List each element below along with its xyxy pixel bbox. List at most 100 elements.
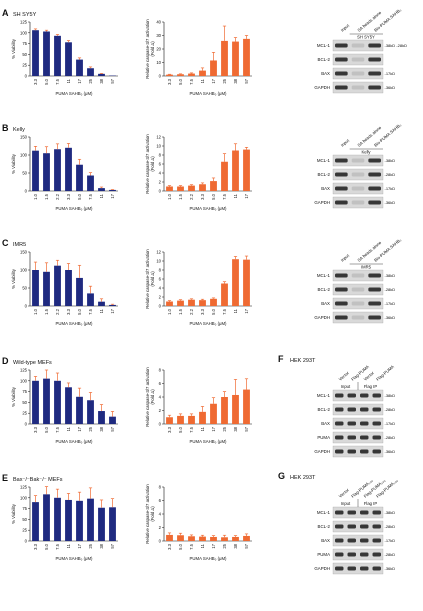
bar	[210, 536, 217, 541]
x-tick-label: 3.3	[167, 543, 172, 549]
blot-row-label: BAX	[321, 186, 330, 191]
y-axis-label: % Viability	[11, 386, 16, 407]
western-blot: MCL-1 -38kD BCL-2 -28kD BAX -17kD GAPDH -36kD In…	[314, 237, 402, 324]
x-tick-label: 1.0	[33, 193, 38, 199]
group-label: Input	[341, 384, 351, 389]
blot-row-label: GAPDH	[314, 85, 330, 90]
blot-strip	[332, 196, 384, 209]
bar	[43, 31, 50, 77]
lane-label: Input	[340, 137, 351, 147]
bar	[166, 534, 173, 541]
blot-band	[335, 421, 344, 426]
bar	[210, 403, 217, 424]
x-tick-label: 5.0	[44, 78, 49, 84]
x-tick-label: 17	[77, 78, 82, 83]
y-tick-label: 2	[159, 525, 162, 530]
blot-band	[372, 449, 381, 454]
blot-strip	[332, 431, 384, 444]
x-tick-label: 11	[66, 543, 71, 548]
x-axis-label: PUMA SAHB₀ (μM)	[56, 91, 94, 96]
caspase-chart: 0 2 4 6 8 Relative caspase-3/7 activation (Fol…	[145, 367, 252, 444]
y-tick-label: 4	[159, 171, 162, 176]
bar	[221, 161, 228, 191]
blot-band	[335, 524, 344, 529]
x-tick-label: 25	[222, 78, 227, 83]
mw-marker: -36kD	[385, 315, 396, 320]
blot-band	[351, 85, 365, 90]
blot-band	[335, 287, 348, 292]
lane-label: Input	[340, 252, 351, 262]
x-tick-label: 1.5	[44, 308, 49, 314]
bar	[109, 189, 116, 191]
y-tick-label: 0	[159, 304, 162, 309]
x-tick-label: 7.5	[55, 78, 60, 84]
blot-row-label: BCL-2	[318, 524, 331, 529]
bar	[243, 259, 250, 306]
bar	[76, 277, 83, 306]
blot-band	[372, 566, 381, 571]
blot-band	[351, 200, 365, 205]
blot-band	[372, 435, 381, 440]
x-tick-label: 25	[88, 78, 93, 83]
blot-band	[347, 552, 356, 557]
x-tick-label: 3.3	[167, 426, 172, 432]
blot-band	[335, 57, 348, 62]
viability-chart: 0 50 100 150 % Viability 1.0 1.5 2.2 3.3 5.0 7.5 11…	[11, 250, 118, 326]
x-axis-label: PUMA SAHB₀ (μM)	[56, 556, 94, 561]
y-axis-label: % Viability	[11, 153, 16, 174]
blot-band	[368, 85, 381, 90]
bar	[210, 60, 217, 76]
bar	[177, 300, 184, 306]
bar	[210, 298, 217, 306]
x-tick-label: 7.5	[55, 543, 60, 549]
y-axis-label: (Fold Δ)	[150, 271, 155, 287]
y-tick-label: 0	[159, 189, 162, 194]
lane-label: Flag-PUMA	[375, 364, 395, 382]
bar	[199, 70, 206, 76]
blot-band	[360, 421, 369, 426]
caspase-chart: 0 2 4 6 8 Relative caspase-3/7 activation (Fol…	[145, 484, 252, 561]
bar	[65, 387, 72, 424]
blot-band	[360, 407, 369, 412]
y-tick-label: 0	[25, 422, 28, 427]
bar	[98, 301, 105, 306]
x-tick-label: 1.5	[44, 193, 49, 199]
x-tick-label: 7.5	[222, 193, 227, 199]
y-axis-label: Relative caspase-3/7 activation	[145, 19, 150, 79]
blot-band	[360, 552, 369, 557]
blot-row-label: MCL-1	[317, 510, 331, 515]
group-label: Flag IP	[364, 501, 377, 506]
mw-marker: -17kD	[385, 71, 396, 76]
bar	[32, 150, 39, 191]
panel-letter: F	[278, 354, 284, 364]
panel-letter: B	[2, 123, 9, 133]
bar	[65, 499, 72, 541]
bar	[76, 396, 83, 424]
blot-strip	[332, 283, 384, 296]
bar	[98, 188, 105, 191]
blot-band	[368, 287, 381, 292]
y-axis-label: (Fold Δ)	[150, 156, 155, 172]
x-tick-label: 38	[99, 78, 104, 83]
blot-strip	[332, 417, 384, 430]
blot-band	[368, 273, 381, 278]
x-tick-label: 5.0	[44, 426, 49, 432]
y-axis-label: % Viability	[11, 268, 16, 289]
bar	[87, 498, 94, 541]
bar	[109, 416, 116, 424]
y-tick-label: 12	[156, 135, 161, 140]
blot-band	[347, 510, 356, 515]
blot-band	[347, 435, 356, 440]
lane-label: Vector	[363, 370, 376, 382]
bar	[199, 300, 206, 306]
bar	[166, 417, 173, 424]
x-tick-label: 1.0	[167, 193, 172, 199]
blot-band	[368, 57, 381, 62]
y-tick-label: 0	[25, 539, 28, 544]
blot-row-label: BCL-2	[318, 172, 331, 177]
viability-chart: 0 50 100 150 % Viability 1.0 1.5 2.2 3.3 5.0 7.5 11…	[11, 135, 118, 211]
mw-marker: -28kD	[385, 524, 396, 529]
bar	[243, 149, 250, 191]
bar	[232, 150, 239, 191]
